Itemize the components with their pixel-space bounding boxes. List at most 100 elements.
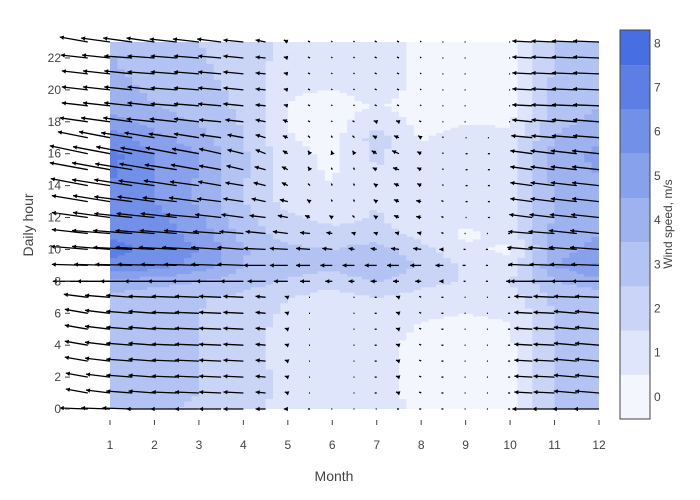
contour-cell bbox=[235, 321, 244, 325]
contour-cell bbox=[361, 315, 370, 320]
contour-cell bbox=[332, 379, 341, 384]
contour-cell bbox=[436, 302, 445, 306]
contour-cell bbox=[339, 390, 348, 394]
contour-cell bbox=[473, 323, 482, 328]
contour-cell bbox=[206, 254, 215, 259]
contour-cell bbox=[191, 260, 200, 264]
contour-cell bbox=[191, 281, 200, 285]
contour-cell bbox=[228, 379, 237, 384]
contour-cell bbox=[280, 265, 289, 269]
contour-cell bbox=[235, 252, 244, 256]
contour-cell bbox=[354, 342, 363, 346]
contour-cell bbox=[347, 222, 356, 227]
contour-cell bbox=[584, 260, 593, 264]
contour-cell bbox=[539, 268, 548, 272]
contour-cell bbox=[480, 278, 489, 282]
contour-cell bbox=[473, 299, 482, 304]
contour-cell bbox=[198, 323, 207, 328]
contour-cell bbox=[198, 315, 207, 320]
contour-cell bbox=[413, 294, 422, 298]
contour-cell bbox=[161, 209, 170, 213]
contour-cell bbox=[539, 260, 548, 264]
contour-cell bbox=[124, 254, 133, 259]
contour-cell bbox=[510, 217, 519, 221]
contour-cell bbox=[480, 268, 489, 272]
contour-cell bbox=[517, 366, 526, 370]
contour-cell bbox=[406, 315, 415, 320]
contour-cell bbox=[110, 361, 119, 365]
contour-cell bbox=[154, 265, 163, 269]
contour-cell bbox=[317, 329, 326, 333]
contour-cell bbox=[280, 228, 289, 232]
contour-cell bbox=[302, 382, 311, 386]
contour-cell bbox=[354, 318, 363, 322]
contour-cell bbox=[436, 268, 445, 272]
contour-cell bbox=[287, 217, 296, 221]
contour-cell bbox=[184, 252, 193, 256]
contour-cell bbox=[347, 366, 356, 370]
contour-cell bbox=[391, 299, 400, 304]
contour-cell bbox=[458, 220, 467, 224]
contour-cell bbox=[258, 307, 267, 312]
contour-cell bbox=[458, 257, 467, 261]
contour-cell bbox=[221, 385, 230, 389]
contour-cell bbox=[332, 310, 341, 314]
contour-cell bbox=[354, 246, 363, 251]
contour-cell bbox=[124, 252, 133, 256]
contour-cell bbox=[487, 270, 496, 274]
contour-cell bbox=[591, 355, 599, 360]
contour-cell bbox=[584, 238, 593, 243]
contour-cell bbox=[132, 299, 141, 304]
contour-cell bbox=[117, 297, 126, 301]
contour-cell bbox=[584, 345, 593, 349]
contour-cell bbox=[524, 230, 533, 235]
contour-cell bbox=[428, 302, 437, 306]
contour-cell bbox=[591, 315, 599, 320]
contour-cell bbox=[554, 230, 563, 235]
contour-cell bbox=[369, 228, 378, 232]
contour-cell bbox=[332, 401, 341, 405]
contour-cell bbox=[213, 371, 222, 376]
contour-cell bbox=[354, 294, 363, 298]
contour-cell bbox=[554, 387, 563, 391]
contour-cell bbox=[421, 291, 430, 296]
contour-cell bbox=[250, 345, 259, 349]
contour-cell bbox=[280, 387, 289, 391]
contour-cell bbox=[206, 233, 215, 237]
contour-cell bbox=[110, 313, 119, 317]
contour-cell bbox=[495, 254, 504, 259]
contour-cell bbox=[280, 339, 289, 344]
contour-cell bbox=[354, 297, 363, 301]
contour-cell bbox=[302, 238, 311, 243]
contour-cell bbox=[376, 209, 385, 213]
contour-cell bbox=[161, 321, 170, 325]
contour-cell bbox=[576, 278, 585, 282]
contour-cell bbox=[473, 262, 482, 266]
contour-cell bbox=[176, 268, 185, 272]
contour-cell bbox=[458, 374, 467, 378]
contour-cell bbox=[161, 366, 170, 370]
contour-cell bbox=[458, 401, 467, 405]
contour-cell bbox=[561, 265, 570, 269]
contour-cell bbox=[406, 284, 415, 288]
contour-cell bbox=[265, 382, 274, 386]
contour-cell bbox=[517, 241, 526, 245]
contour-cell bbox=[436, 321, 445, 325]
contour-cell bbox=[347, 214, 356, 219]
contour-cell bbox=[391, 310, 400, 314]
contour-cell bbox=[191, 276, 200, 280]
contour-cell bbox=[391, 236, 400, 240]
contour-cell bbox=[532, 315, 541, 320]
contour-cell bbox=[310, 289, 319, 293]
contour-cell bbox=[561, 268, 570, 272]
contour-cell bbox=[332, 254, 341, 259]
contour-cell bbox=[117, 244, 126, 248]
contour-cell bbox=[480, 323, 489, 328]
contour-cell bbox=[458, 302, 467, 306]
contour-cell bbox=[532, 321, 541, 325]
contour-cell bbox=[332, 230, 341, 235]
contour-cell bbox=[132, 214, 141, 219]
contour-cell bbox=[473, 286, 482, 290]
contour-cell bbox=[576, 254, 585, 259]
contour-cell bbox=[450, 387, 459, 391]
